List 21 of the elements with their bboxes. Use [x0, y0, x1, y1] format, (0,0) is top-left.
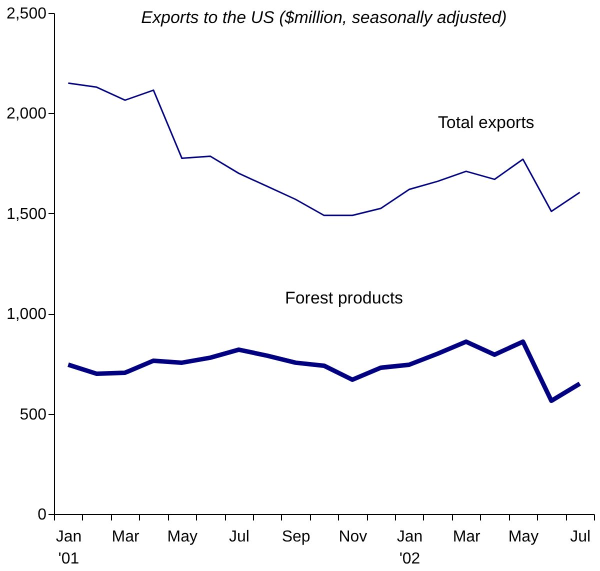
x-tick-label: May	[508, 528, 539, 546]
text: Forest products	[284, 288, 404, 308]
x-tick-label: Nov	[338, 528, 368, 546]
x-tick-label: Mar	[112, 528, 140, 546]
chart-title: Exports to the US ($million, seasonally adjusted)	[141, 8, 507, 27]
y-tick-label: 2,500	[6, 6, 47, 22]
y-tick-label: 1,000	[6, 306, 47, 324]
y-tick-label: 2,000	[6, 106, 47, 123]
y-tick-label: 0	[38, 506, 47, 524]
x-tick-label: Jul	[229, 528, 250, 546]
x-tick-label: Jul	[570, 528, 591, 546]
line-series	[66, 339, 582, 404]
line-series	[67, 82, 581, 216]
x-tick-label: Jan '01	[56, 528, 82, 568]
y-tick-label: 1,500	[6, 206, 47, 223]
y-tick-label: 500	[20, 406, 47, 424]
series-label: Total exports	[438, 113, 534, 132]
x-tick-label: Jan '02	[396, 528, 423, 568]
x-tick-label: Mar	[452, 528, 482, 546]
x-tick-label: Sep	[282, 528, 310, 546]
x-tick-label: May	[167, 528, 198, 546]
